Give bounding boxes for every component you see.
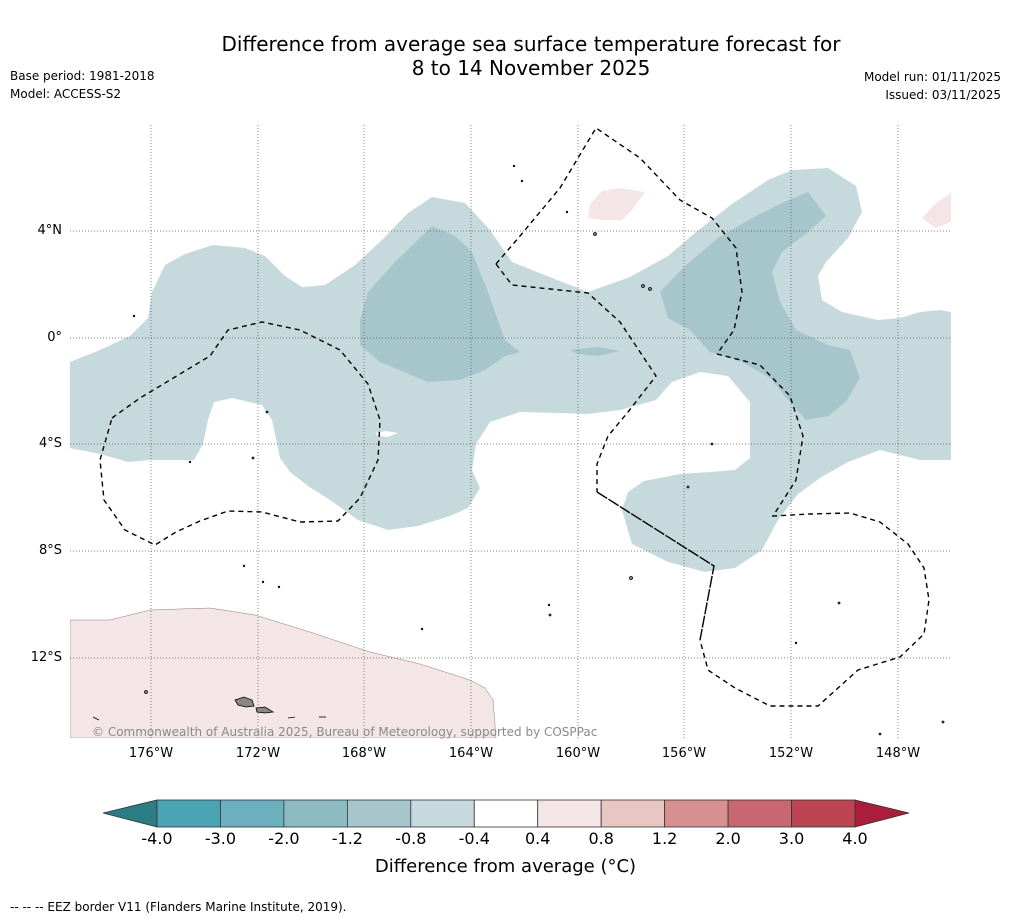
colorbar-tick: -0.8	[395, 829, 427, 848]
map-credit: © Commonwealth of Australia 2025, Bureau…	[92, 725, 598, 739]
longitude-label: 152°W	[768, 746, 814, 761]
colorbar-box	[346, 799, 412, 828]
map-title: Difference from average sea surface temp…	[0, 32, 1011, 80]
latitude-label: 8°S	[38, 543, 62, 558]
longitude-label: 156°W	[661, 746, 707, 761]
eez-border-kiribati-line-north	[495, 127, 743, 355]
colorbar	[102, 799, 910, 828]
colorbar-tick: -2.0	[268, 829, 300, 848]
colorbar-box	[600, 799, 666, 828]
anomaly-band-mid-blue-east	[660, 192, 860, 420]
longitude-label: 172°W	[235, 746, 281, 761]
longitude-label: 148°W	[875, 746, 921, 761]
eez-note: -- -- -- EEZ border V11 (Flanders Marine…	[10, 900, 347, 914]
colorbar-box	[283, 799, 348, 828]
colorbar-tick: 1.2	[651, 829, 678, 848]
colorbar-tick: 0.8	[588, 829, 614, 848]
anomaly-band-pink-northwest	[588, 188, 645, 220]
latitude-label: 4°N	[37, 223, 63, 238]
colorbar-box	[473, 799, 539, 828]
latitude-label: 12°S	[30, 650, 62, 665]
colorbar-tick: 4.0	[842, 829, 868, 848]
model-run: Model run: 01/11/2025	[863, 70, 1001, 84]
colorbar-over-triangle	[854, 799, 910, 828]
model-name: Model: ACCESS-S2	[10, 87, 122, 101]
colorbar-box	[664, 799, 729, 828]
latitude-label: 0°	[47, 330, 62, 345]
eez-border-line-segment	[596, 491, 715, 641]
eez-borders	[99, 127, 930, 707]
colorbar-box	[537, 799, 602, 828]
map-plot-area	[70, 125, 951, 738]
colorbar-tick: -3.0	[204, 829, 237, 848]
colorbar-tick: 2.0	[715, 829, 741, 848]
base-period: Base period: 1981-2018	[10, 69, 155, 83]
islands	[92, 164, 945, 736]
title-line-1: Difference from average sea surface temp…	[221, 32, 841, 56]
colorbar-box	[220, 799, 285, 828]
issued-date: Issued: 03/11/2025	[885, 88, 1001, 102]
colorbar-tick: -0.4	[458, 829, 490, 848]
latitude-label: 4°S	[38, 436, 62, 451]
longitude-label: 164°W	[448, 746, 494, 761]
island-samoa-upolu	[255, 706, 275, 714]
longitude-label: 160°W	[555, 746, 601, 761]
colorbar-box	[410, 799, 475, 828]
anomaly-band-pink-northeast	[922, 193, 951, 228]
anomaly-band-mid-blue-west	[360, 226, 520, 382]
colorbar-tick: 0.4	[524, 829, 551, 848]
colorbar-tick: -4.0	[141, 829, 173, 848]
eez-border-kiribati-line-central	[495, 263, 657, 492]
graticule	[70, 125, 951, 738]
island-samoa-savaii	[234, 696, 255, 708]
eez-border-kiribati-phoenix	[99, 321, 381, 546]
title-line-2: 8 to 14 November 2025	[411, 56, 651, 80]
longitude-label: 168°W	[341, 746, 387, 761]
colorbar-tick: 3.0	[778, 829, 805, 848]
colorbar-under-triangle	[102, 799, 158, 828]
colorbar-box	[156, 799, 221, 828]
longitude-label: 176°W	[128, 746, 174, 761]
colorbar-box	[791, 799, 856, 828]
colorbar-label: Difference from average (°C)	[374, 856, 637, 877]
colorbar-tick: -1.2	[331, 829, 363, 848]
colorbar-box	[727, 799, 792, 828]
eez-border-east	[699, 353, 930, 707]
anomaly-band-pink-southwest	[70, 607, 497, 738]
